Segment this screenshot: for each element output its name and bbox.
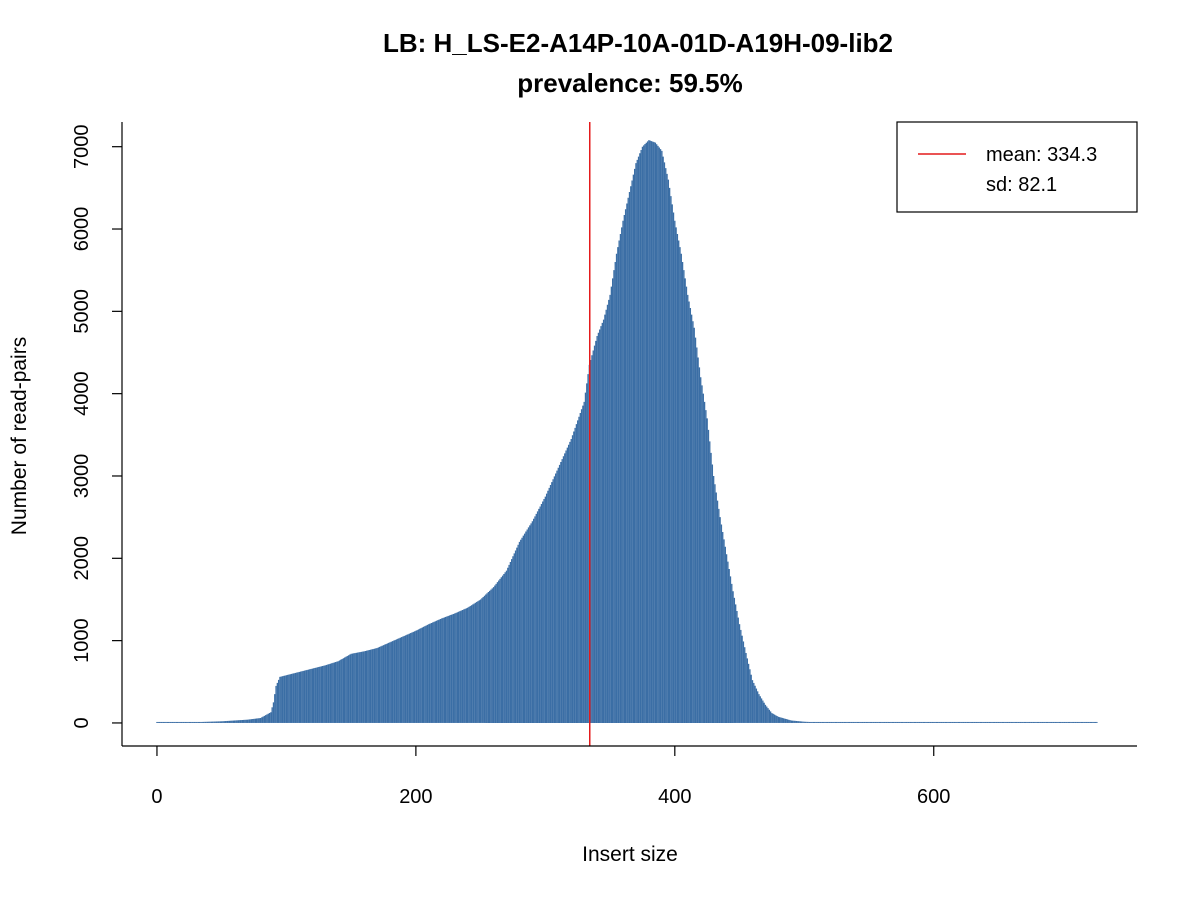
chart-title: LB: H_LS-E2-A14P-10A-01D-A19H-09-lib2: [383, 28, 893, 58]
x-tick-label: 400: [658, 786, 691, 808]
legend-sd-label: sd: 82.1: [986, 174, 1057, 196]
x-axis-ticks: 0 200 400 600: [151, 746, 950, 808]
y-tick-label: 3000: [71, 454, 93, 499]
y-axis-ticks: 0 1000 2000 3000 4000 5000 6000 7000: [71, 124, 122, 729]
x-tick-label: 200: [399, 786, 432, 808]
legend-box: [896, 121, 1138, 213]
y-tick-label: 4000: [71, 371, 93, 416]
x-axis-label: Insert size: [582, 843, 678, 866]
y-tick-label: 2000: [71, 536, 93, 581]
x-tick-label: 600: [917, 786, 950, 808]
y-tick-label: 7000: [71, 124, 93, 169]
chart-subtitle: prevalence: 59.5%: [517, 68, 742, 98]
y-axis-label: Number of read-pairs: [8, 337, 31, 535]
histogram-bars: [156, 140, 1098, 723]
x-tick-label: 0: [151, 786, 162, 808]
legend: mean: 334.3 sd: 82.1: [896, 121, 1138, 213]
legend-mean-label: mean: 334.3: [986, 144, 1097, 166]
y-tick-label: 5000: [71, 289, 93, 334]
y-tick-label: 0: [71, 717, 93, 728]
y-tick-label: 6000: [71, 207, 93, 252]
y-tick-label: 1000: [71, 618, 93, 663]
